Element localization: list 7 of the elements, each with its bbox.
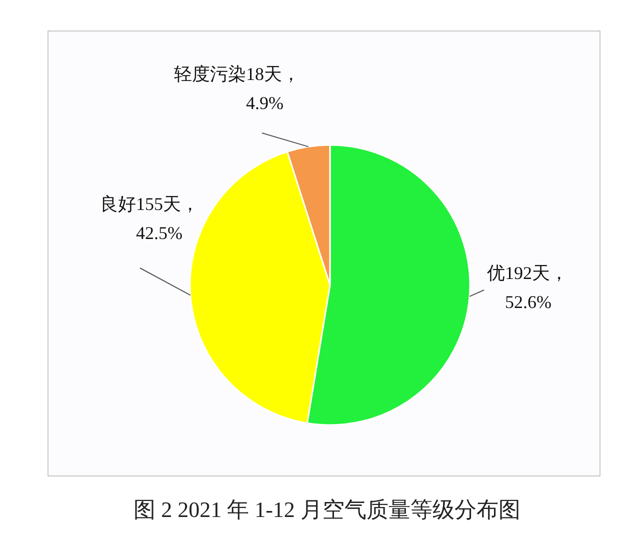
data-label: 192天， 52.6% [505,263,568,312]
slice-label: 轻度污染 [174,64,246,84]
slice-label: 良好 [100,194,136,214]
slice-label: 优 [487,263,505,283]
text: 图 2 2021 年 1-12 月空气质量等级分布图 [134,497,520,522]
data-label: 18天， 4.9% [246,64,300,113]
data-label: 155天， 42.5% [136,194,199,243]
